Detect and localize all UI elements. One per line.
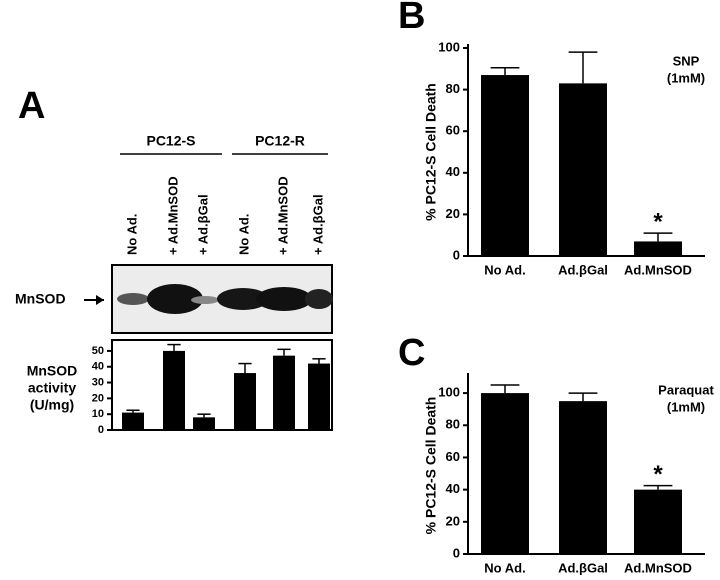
annotation: (1mM) [667, 70, 705, 85]
y-tick-label: 30 [92, 376, 104, 388]
panel-letter: C [398, 332, 425, 374]
y-tick-label: 50 [92, 345, 104, 357]
y-tick-label: 40 [92, 361, 104, 373]
y-tick-label: 40 [446, 481, 460, 496]
y-tick-label: 100 [438, 39, 460, 54]
y-tick-label: 80 [446, 81, 460, 96]
y-tick-label: 60 [446, 123, 460, 138]
x-tick-label: No Ad. [484, 262, 525, 277]
x-tick-label: + Ad.MnSOD [165, 176, 180, 255]
y-tick-label: 60 [446, 449, 460, 464]
bar [481, 75, 529, 256]
y-tick-label: 0 [453, 545, 460, 560]
bar [273, 355, 295, 430]
y-tick-label: 20 [92, 392, 104, 404]
bar [122, 412, 144, 430]
y-tick-label: 20 [446, 206, 460, 221]
x-tick-label: No Ad. [124, 214, 139, 255]
bar [193, 417, 215, 430]
significance-marker: * [653, 208, 663, 235]
bar [163, 350, 185, 430]
panel-letter: B [398, 0, 425, 37]
x-tick-label: No Ad. [236, 214, 251, 255]
bar [308, 363, 330, 430]
y-tick-label: 40 [446, 164, 460, 179]
annotation: (1mM) [667, 399, 705, 414]
y-axis-label: % PC12-S Cell Death [423, 397, 439, 535]
x-tick-label: No Ad. [484, 560, 525, 575]
y-tick-label: 10 [92, 408, 104, 420]
group-label: PC12-R [255, 133, 305, 149]
x-tick-label: + Ad.MnSOD [275, 176, 290, 255]
bar [234, 373, 256, 430]
x-tick-label: + Ad.βGal [195, 194, 210, 255]
annotation: Paraquat [658, 382, 714, 397]
arrow-head [96, 295, 104, 305]
x-tick-label: Ad.MnSOD [624, 560, 692, 575]
x-tick-label: + Ad.βGal [310, 194, 325, 255]
x-tick-label: Ad.βGal [558, 560, 608, 575]
x-tick-label: Ad.βGal [558, 262, 608, 277]
y-tick-label: 20 [446, 513, 460, 528]
y-tick-label: 80 [446, 417, 460, 432]
blot [111, 264, 333, 334]
bar [559, 401, 607, 554]
annotation: SNP [673, 53, 700, 68]
group-label: PC12-S [146, 133, 195, 149]
y-axis-label: MnSOD [27, 363, 78, 379]
blot-label: MnSOD [15, 291, 66, 307]
panel-letter: A [18, 85, 45, 127]
plot-frame [111, 339, 333, 431]
bar [634, 241, 682, 256]
x-tick-label: Ad.MnSOD [624, 262, 692, 277]
bar [481, 393, 529, 554]
significance-marker: * [653, 461, 663, 488]
y-axis-label: % PC12-S Cell Death [423, 83, 439, 221]
y-tick-label: 0 [453, 247, 460, 262]
y-tick-label: 100 [438, 385, 460, 400]
y-tick-label: 0 [98, 424, 104, 436]
y-axis-label: (U/mg) [30, 397, 74, 413]
bar [559, 83, 607, 256]
bar [634, 489, 682, 554]
y-axis-label: activity [28, 380, 76, 396]
